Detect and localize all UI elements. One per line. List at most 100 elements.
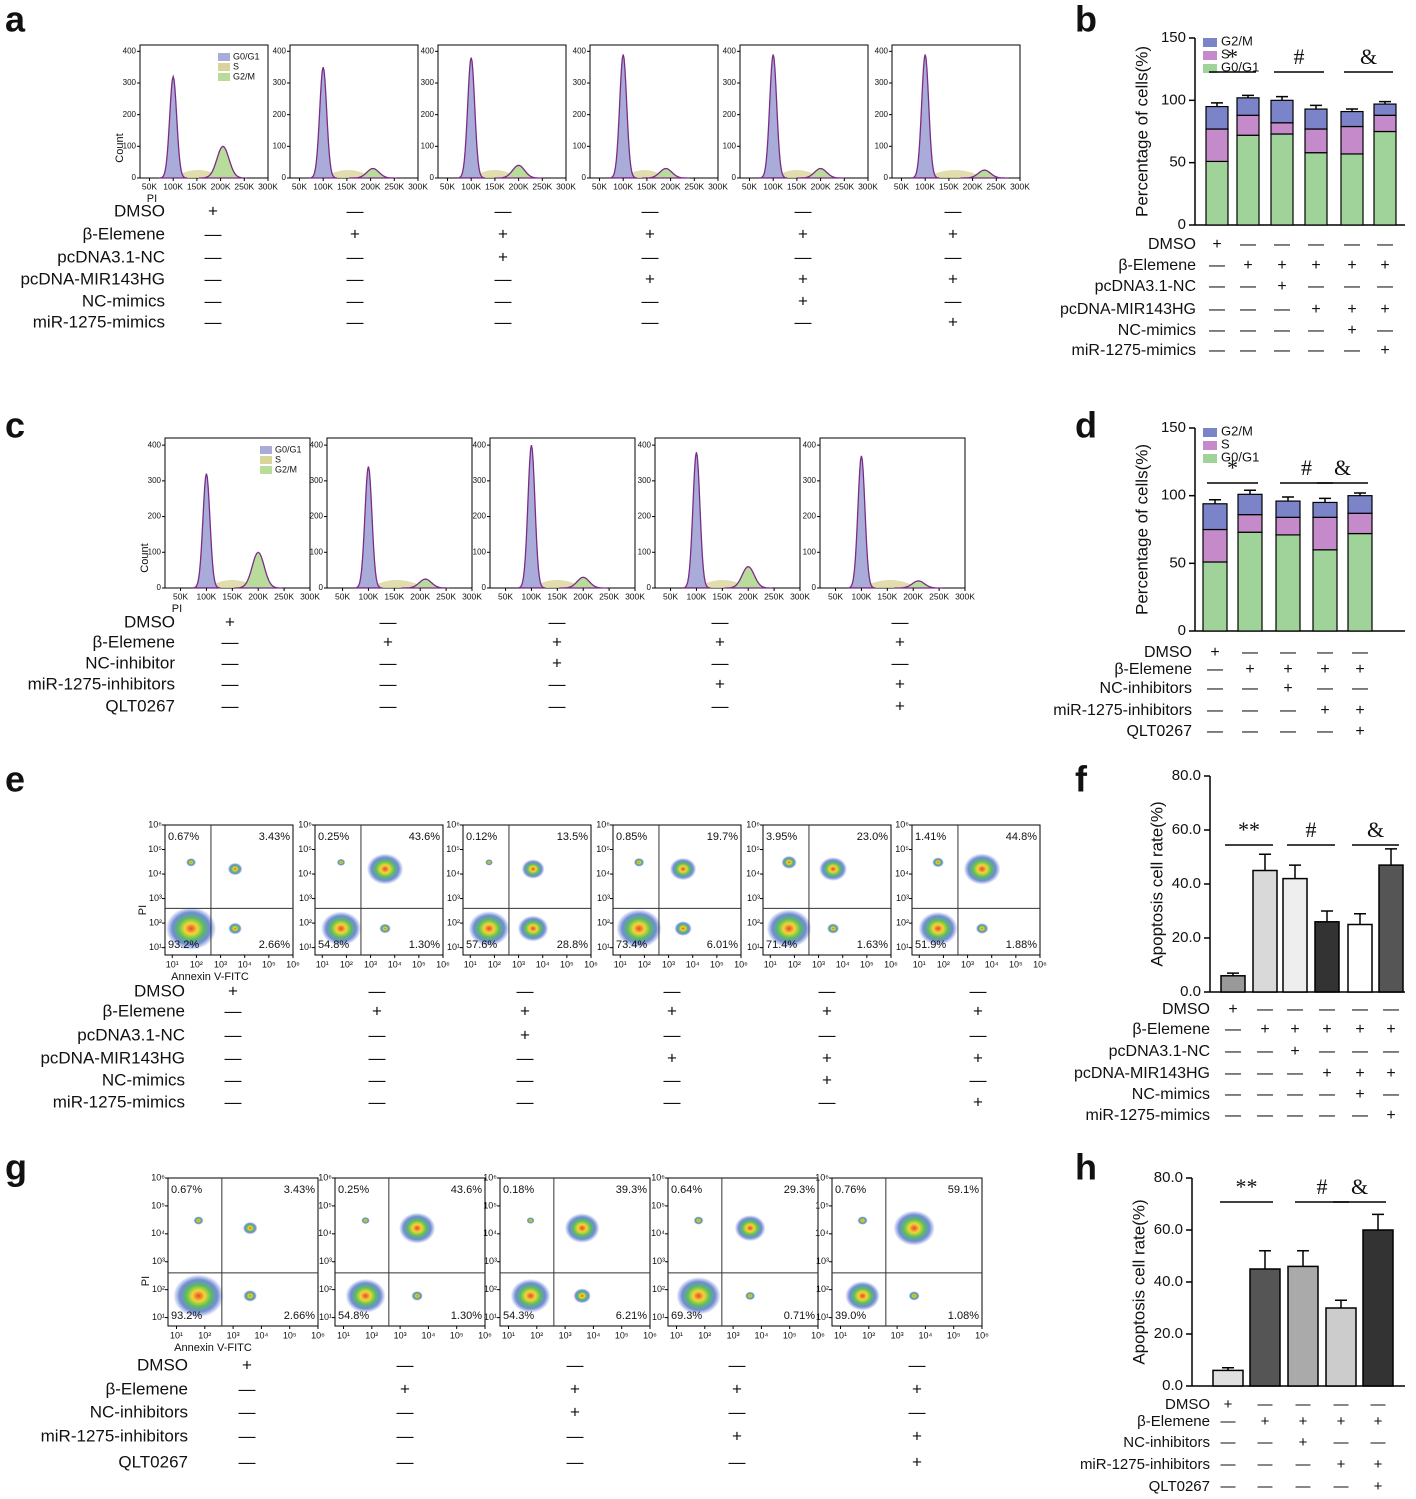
cell-cluster	[510, 1278, 551, 1313]
y-tick-label: 300	[421, 78, 435, 87]
treatment-sign: —	[1225, 1021, 1241, 1038]
x-tick-label: 10⁵	[783, 1330, 797, 1340]
error-bar	[1222, 1367, 1234, 1371]
y-tick-label: 400	[573, 46, 587, 55]
treatment-sign: +	[798, 224, 808, 243]
quadrant-label: 3.43%	[259, 831, 290, 843]
treatment-label: NC-inhibitors	[90, 1402, 188, 1421]
error-bar	[1379, 100, 1391, 105]
y-tick-label: 10³	[299, 893, 312, 903]
treatment-sign: —	[347, 291, 364, 310]
bar	[1282, 877, 1308, 993]
treatment-label: QLT0267	[1126, 723, 1192, 740]
bar	[1378, 864, 1404, 993]
x-tick-label: 200K	[509, 181, 529, 191]
y-tick-label: 60.0	[1172, 821, 1201, 838]
treatment-sign: —	[1344, 342, 1360, 359]
treatment-sign: —	[1280, 723, 1296, 740]
y-tick-label: 10²	[484, 1284, 497, 1294]
y-tick-label: 80.0	[1154, 1169, 1183, 1186]
y-tick-label: 100	[123, 141, 137, 150]
plot-frame	[819, 437, 966, 589]
histogram-peak	[192, 473, 221, 589]
treatment-sign: +	[1386, 1065, 1395, 1082]
quadrant-label: 0.85%	[616, 831, 647, 843]
treatment-label: β-Elemene	[82, 224, 165, 243]
cell-cluster	[366, 853, 404, 885]
treatment-sign: —	[1280, 644, 1296, 661]
treatment-label: pcDNA-MIR143HG	[20, 269, 165, 288]
treatment-sign: +	[350, 224, 360, 243]
cell-cluster	[669, 857, 697, 881]
treatment-sign: —	[347, 201, 364, 220]
treatment-sign: —	[1209, 322, 1225, 339]
y-tick-label: 10⁵	[815, 1200, 829, 1210]
x-tick-label: 10⁵	[560, 959, 574, 969]
cell-cluster	[819, 857, 848, 881]
plot-frame	[437, 44, 567, 179]
treatment-sign: —	[205, 269, 222, 288]
treatment-sign: +	[822, 1001, 832, 1020]
treatment-sign: +	[1290, 1043, 1299, 1060]
panel-label: b	[1075, 0, 1097, 40]
treatment-sign: —	[397, 1426, 414, 1445]
x-tick-label: 10⁴	[686, 959, 700, 969]
x-tick-label: 100K	[851, 591, 871, 601]
x-tick-label: 10³	[812, 959, 825, 969]
treatment-sign: —	[664, 1092, 681, 1111]
quadrant-label: 59.1%	[948, 1184, 979, 1196]
bar	[1287, 1265, 1319, 1387]
bar-segment	[1270, 122, 1294, 135]
treatment-sign: —	[729, 1452, 746, 1471]
treatment-sign: —	[1257, 1107, 1273, 1124]
x-tick-label: 100K	[461, 181, 481, 191]
treatment-label: pcDNA-MIR143HG	[1060, 301, 1196, 318]
treatment-sign: +	[895, 632, 905, 651]
treatment-sign: —	[1344, 278, 1360, 295]
treatment-sign: —	[517, 1048, 534, 1067]
x-tick-label: 100K	[521, 591, 541, 601]
x-tick-label: 10¹	[502, 1330, 515, 1340]
treatment-sign: —	[1242, 702, 1258, 719]
x-tick-label: 10⁵	[262, 959, 276, 969]
y-axis-label: PI	[140, 1276, 152, 1286]
y-tick-label: 10⁶	[895, 819, 909, 829]
treatment-label: miR-1275-mimics	[33, 312, 165, 331]
quadrant-label: 39.3%	[616, 1184, 647, 1196]
x-tick-label: 300K	[955, 591, 975, 601]
x-tick-label: 200K	[361, 181, 381, 191]
s-phase	[368, 580, 426, 588]
treatment-sign: +	[1374, 1478, 1383, 1495]
treatment-sign: +	[1277, 278, 1286, 295]
y-tick-label: 100	[803, 547, 817, 556]
y-tick-label: 100	[310, 547, 324, 556]
x-tick-label: 50K	[663, 591, 678, 601]
treatment-sign: +	[1374, 1456, 1383, 1473]
treatment-sign: —	[1225, 1065, 1241, 1082]
x-tick-label: 10⁶	[286, 959, 300, 969]
y-tick-label: 300	[573, 78, 587, 87]
y-tick-label: 10³	[816, 1256, 829, 1266]
cell-cluster	[468, 911, 510, 946]
bar-segment	[1347, 512, 1373, 535]
treatment-sign: —	[1221, 1413, 1236, 1430]
treatment-sign: +	[822, 1070, 832, 1089]
treatment-sign: +	[383, 632, 393, 651]
y-tick-label: 10³	[484, 1256, 497, 1266]
error-bar	[1209, 498, 1221, 504]
x-axis-label: PI	[147, 193, 157, 205]
treatment-sign: —	[1257, 1065, 1273, 1082]
x-tick-label: 150K	[787, 181, 807, 191]
quadrant-label: 43.6%	[451, 1184, 482, 1196]
bar-segment	[1275, 516, 1301, 536]
treatment-label: NC-inhibitors	[1123, 1434, 1210, 1451]
y-tick-label: 0	[282, 173, 287, 182]
treatment-sign: —	[712, 612, 729, 631]
error-bar	[1372, 1213, 1384, 1230]
treatment-sign: —	[380, 696, 397, 715]
treatment-sign: +	[912, 1426, 922, 1445]
x-tick-label: 10⁵	[1009, 959, 1023, 969]
y-tick-label: 10⁵	[746, 844, 760, 854]
y-tick-label: 0	[732, 173, 737, 182]
y-tick-label: 300	[473, 476, 487, 485]
